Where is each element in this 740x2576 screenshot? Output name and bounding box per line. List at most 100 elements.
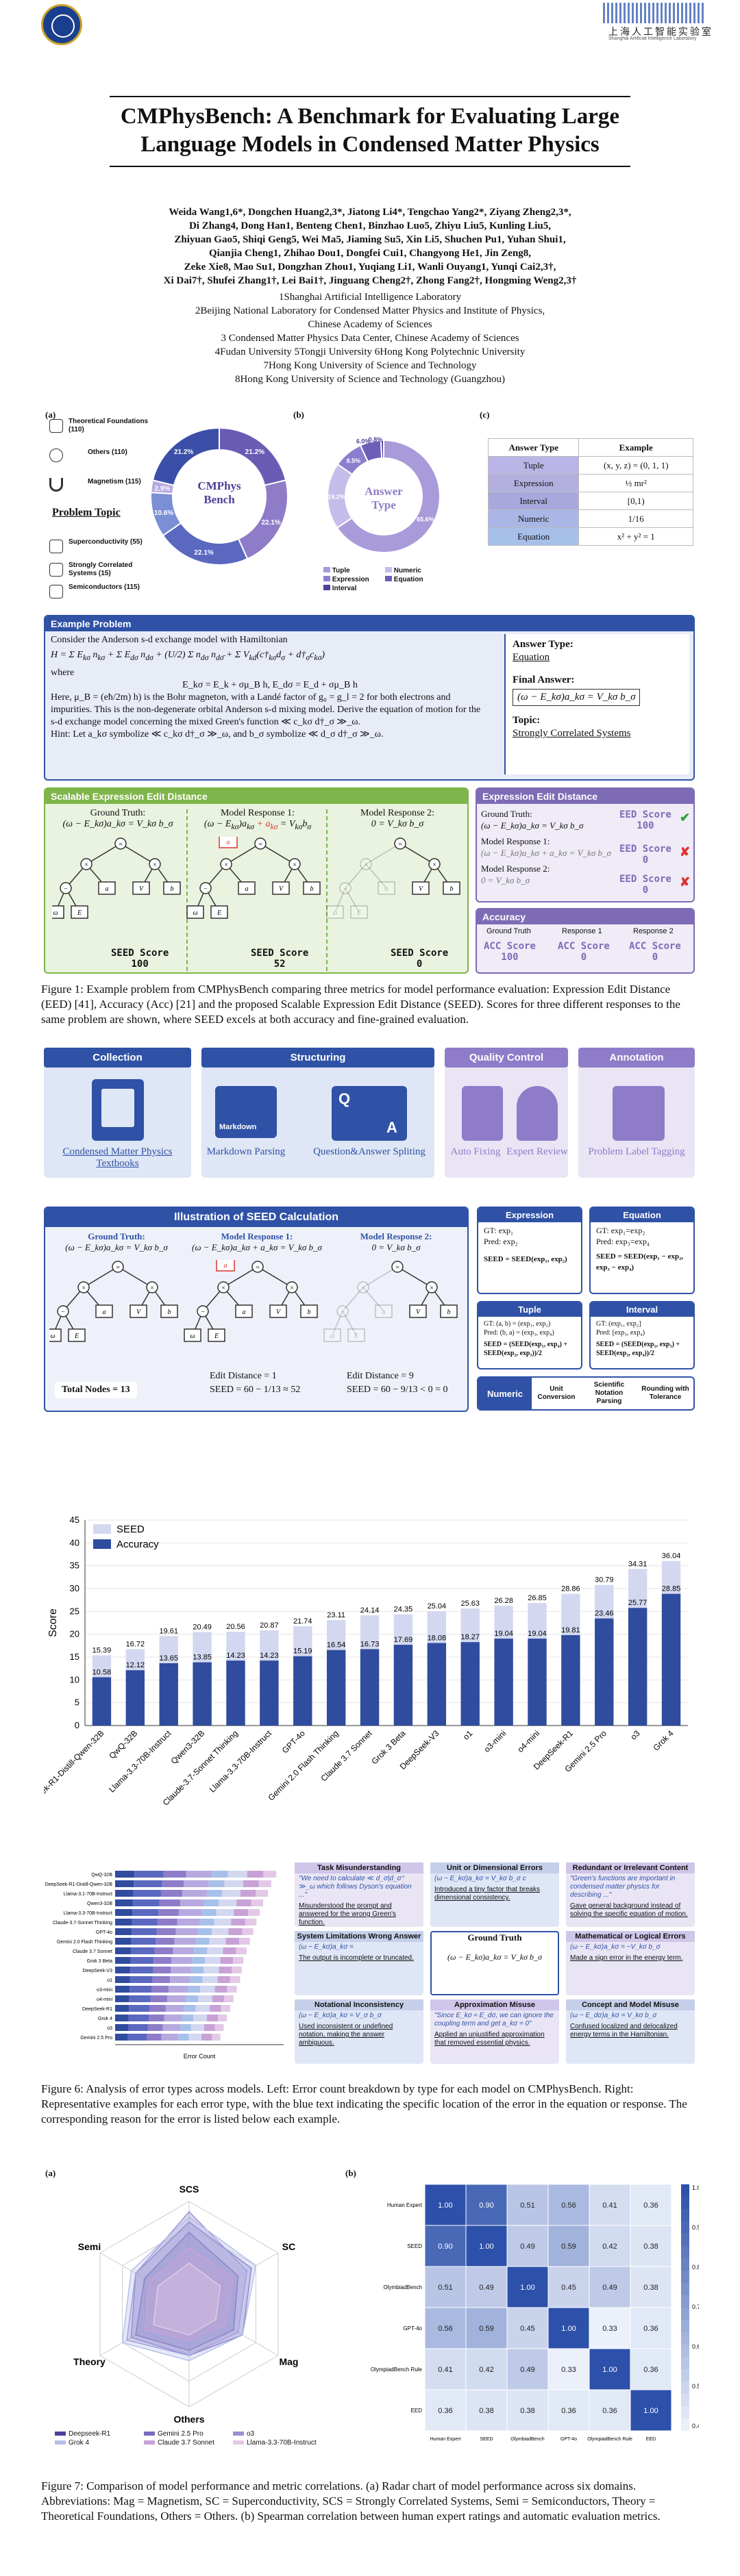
error-type-card: Concept and Model Misuse (ω − E_dσ)a_kσ =…	[566, 1999, 695, 2064]
radar-legend-item: Grok 4	[55, 2439, 144, 2447]
tree-node-label: ×	[150, 1285, 155, 1292]
heatmap-value: 0.41	[438, 2366, 452, 2374]
error-bar-segment	[201, 1909, 217, 1916]
tree-edge	[362, 1287, 384, 1312]
accuracy-bar	[226, 1660, 245, 1726]
heatmap-value: 0.38	[479, 2407, 493, 2415]
heatmap-value: 0.33	[602, 2325, 617, 2333]
tree-op-node	[60, 882, 72, 894]
tree-leaf-node	[163, 881, 181, 895]
lab-name-cn: 上海人工智能实验室	[608, 27, 713, 38]
accuracy-value-label: 13.65	[159, 1654, 178, 1663]
accuracy-bar	[393, 1645, 413, 1726]
error-bar-segment	[204, 1967, 219, 1973]
error-bar-segment	[225, 1938, 240, 1945]
y-tick-label: 5	[75, 1697, 79, 1708]
error-bar-segment	[174, 1938, 197, 1945]
error-model-label: o3-mini	[97, 1988, 112, 1993]
tree-leaf-node	[71, 905, 88, 919]
tree-op-node	[357, 1281, 369, 1293]
heatmap-value: 0.56	[438, 2325, 452, 2333]
shanghai-ai-lab-logo: 上海人工智能实验室 Shanghai Artificial Intelligen…	[603, 3, 711, 41]
heatmap-cell	[424, 2348, 467, 2390]
radar-legend-item: o3	[233, 2430, 322, 2438]
accuracy-value-label: 18.27	[460, 1633, 480, 1641]
colorbar-segment	[681, 2406, 689, 2419]
seed-value-label: 24.14	[360, 1606, 380, 1615]
colorbar-label: 0.8	[692, 2264, 699, 2271]
tree-node-label: ω	[190, 1333, 195, 1340]
error-model-label: Llama-3.1-70B-Instruct	[64, 1892, 112, 1897]
tree-leaf-node	[440, 1304, 458, 1318]
ground-truth-card: Ground Truth (ω − E_kσ)a_kσ = V_kσ b_σ	[430, 1931, 559, 1995]
tree-leaf-node	[238, 881, 256, 895]
heatmap-value: 0.51	[438, 2284, 452, 2292]
heatmap-cell	[465, 2266, 508, 2308]
heatmap-cell	[630, 2266, 672, 2308]
tree-node-label: ω	[332, 909, 337, 917]
heatmap-value: 0.49	[479, 2284, 493, 2292]
tree-op-node	[146, 1281, 158, 1293]
error-bar-segment	[132, 1919, 158, 1925]
error-bar-segment	[182, 1890, 207, 1897]
error-bar-segment	[131, 1938, 156, 1945]
tree-node-label: =	[256, 1264, 260, 1272]
heatmap-value: 0.36	[643, 2201, 658, 2210]
seed-value-label: 19.61	[159, 1627, 178, 1635]
tree-edge	[362, 1266, 398, 1288]
error-bar-segment	[162, 2024, 181, 2031]
donut-slice	[151, 427, 220, 487]
error-bar-segment	[205, 1957, 221, 1964]
error-bar-segment	[178, 2034, 189, 2041]
colorbar-segment	[681, 2234, 689, 2246]
error-bar-segment	[115, 2015, 129, 2021]
error-bar-segment	[201, 2034, 212, 2041]
y-tick-label: 35	[70, 1561, 79, 1571]
error-bar-segment	[224, 1880, 243, 1887]
accuracy-value-label: 16.54	[327, 1641, 346, 1650]
heatmap-cell	[589, 2184, 631, 2226]
heatmap-cell	[589, 2307, 631, 2349]
score-bar-chart: 0 5 10 15 20 25 30 35 40 45 Score 15.39 10.58 DeepSee…	[44, 1515, 688, 1808]
tree-leaf-node	[160, 1304, 178, 1318]
error-bar-segment	[204, 1899, 219, 1906]
error-bar-segment	[162, 1880, 184, 1887]
x-tick-label: DeepSeek-R1-Distill-Qwen-32B	[44, 1728, 106, 1808]
heatmap-row-label: OlymbiadBench	[384, 2284, 422, 2290]
tree-leaf-node	[409, 1304, 427, 1318]
y-tick-label: 15	[70, 1652, 79, 1662]
error-bar-segment	[233, 1957, 244, 1964]
tree-leaf-node	[52, 905, 64, 919]
fig7-panel-b-label: (b)	[345, 2168, 356, 2178]
error-bar-segment	[214, 1986, 227, 1993]
error-bar-segment	[147, 2034, 162, 2041]
error-bar-segment	[184, 1880, 209, 1887]
figure-7-caption: Figure 7: Comparison of model performanc…	[41, 2479, 661, 2523]
accuracy-value-label: 10.58	[92, 1668, 112, 1676]
error-type-card: Notational Inconsistency (ω − E_kσ)a_kσ =…	[295, 1999, 423, 2064]
accuracy-bar	[159, 1663, 178, 1726]
tree-added-node	[216, 1260, 235, 1272]
tree-op-node	[288, 858, 301, 870]
tree-node-label: b	[308, 1309, 311, 1316]
error-bar-segment	[236, 1899, 251, 1906]
tree-node-label: =	[258, 841, 263, 848]
topic-legend: Theoretical Foundations (110) Others (11…	[49, 418, 180, 598]
accuracy-value-label: 14.23	[226, 1652, 245, 1660]
expression-box: Expression GT: exp₁ Pred: exp₂ SEED = SEED…	[477, 1207, 582, 1294]
error-bar-segment	[190, 1967, 204, 1973]
accuracy-bar	[427, 1643, 447, 1726]
eed-example-panel: Expression Edit Distance Ground Truth: (ω…	[476, 787, 695, 902]
seed-value-label: 24.35	[394, 1606, 413, 1614]
tree-node-label: ×	[153, 861, 158, 869]
tree-node-label: −	[341, 1309, 345, 1316]
error-bar-segment	[156, 1928, 176, 1935]
theory-icon	[49, 419, 63, 433]
accuracy-bar	[360, 1649, 380, 1726]
tree-op-node	[197, 1305, 209, 1317]
error-bar-segment	[194, 1947, 208, 1954]
heatmap-col-label: OlymbiadBench	[510, 2437, 545, 2442]
accuracy-bar	[561, 1634, 580, 1726]
